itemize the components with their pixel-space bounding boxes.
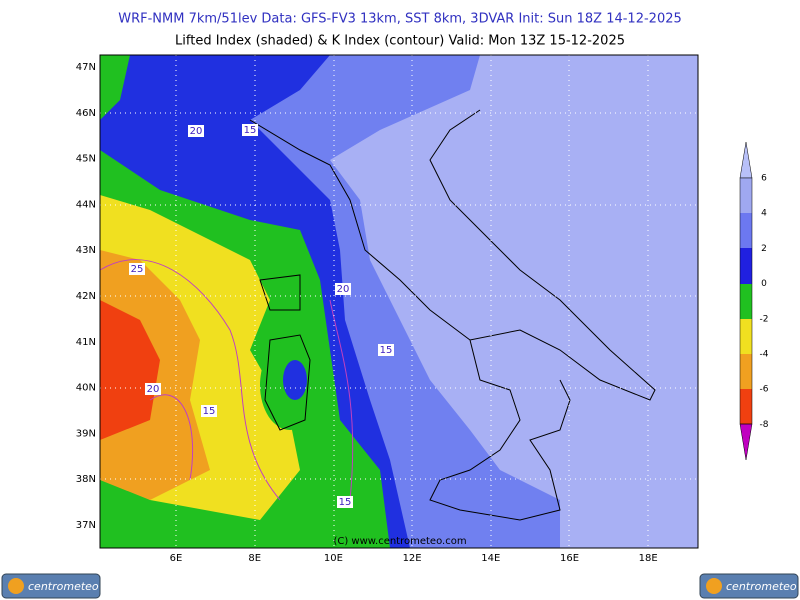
contour-label: 15 — [380, 345, 393, 356]
lat-label: 43N — [76, 245, 96, 256]
lat-label: 42N — [76, 291, 96, 302]
lat-label: 46N — [76, 108, 96, 119]
legend-label: 4 — [761, 209, 767, 219]
lat-label: 37N — [76, 520, 96, 531]
legend-label: -2 — [760, 314, 769, 324]
contour-label: 25 — [131, 264, 144, 275]
lat-label: 47N — [76, 62, 96, 73]
contour-label: 20 — [190, 126, 203, 137]
subtitle: Lifted Index (shaded) & K Index (contour… — [175, 34, 625, 49]
lat-labels: 47N 46N 45N 44N 43N 42N 41N 40N 39N 38N 37N — [76, 62, 96, 531]
legend-label: -6 — [760, 385, 769, 395]
legend-label: 2 — [761, 244, 767, 254]
lon-labels: 6E 8E 10E 12E 14E 16E 18E — [170, 553, 658, 564]
logo-text: centrometeo — [28, 580, 99, 593]
contour-label: 15 — [203, 406, 216, 417]
legend-label: 6 — [761, 174, 767, 184]
lon-label: 12E — [403, 553, 422, 564]
lon-label: 14E — [481, 553, 500, 564]
lat-label: 38N — [76, 474, 96, 485]
lat-label: 40N — [76, 383, 96, 394]
contour-label: 15 — [339, 497, 352, 508]
legend-label: -8 — [760, 420, 769, 430]
lat-label: 39N — [76, 428, 96, 439]
logo-left: centrometeo — [1, 573, 101, 599]
legend-labels: 6 4 2 0 -2 -4 -6 -8 — [760, 174, 769, 430]
lat-label: 45N — [76, 154, 96, 165]
lat-label: 44N — [76, 199, 96, 210]
lon-label: 10E — [324, 553, 343, 564]
legend-label: -4 — [760, 350, 769, 360]
contour-label: 20 — [147, 384, 160, 395]
lon-label: 16E — [560, 553, 579, 564]
contour-label: 20 — [337, 284, 350, 295]
lon-label: 8E — [248, 553, 261, 564]
lat-label: 41N — [76, 337, 96, 348]
legend-label: 0 — [761, 279, 767, 289]
contour-labels: 20 15 25 20 15 20 15 15 — [129, 124, 394, 508]
copyright: (C) www.centrometeo.com — [333, 536, 466, 547]
title: WRF-NMM 7km/51lev Data: GFS-FV3 13km, SS… — [118, 12, 682, 27]
map — [99, 54, 699, 549]
lon-label: 18E — [639, 553, 658, 564]
logo-right: centrometeo — [699, 573, 799, 599]
contour-label: 15 — [244, 125, 257, 136]
colorbar — [739, 141, 753, 461]
logo-text: centrometeo — [726, 580, 797, 593]
lon-label: 6E — [170, 553, 183, 564]
